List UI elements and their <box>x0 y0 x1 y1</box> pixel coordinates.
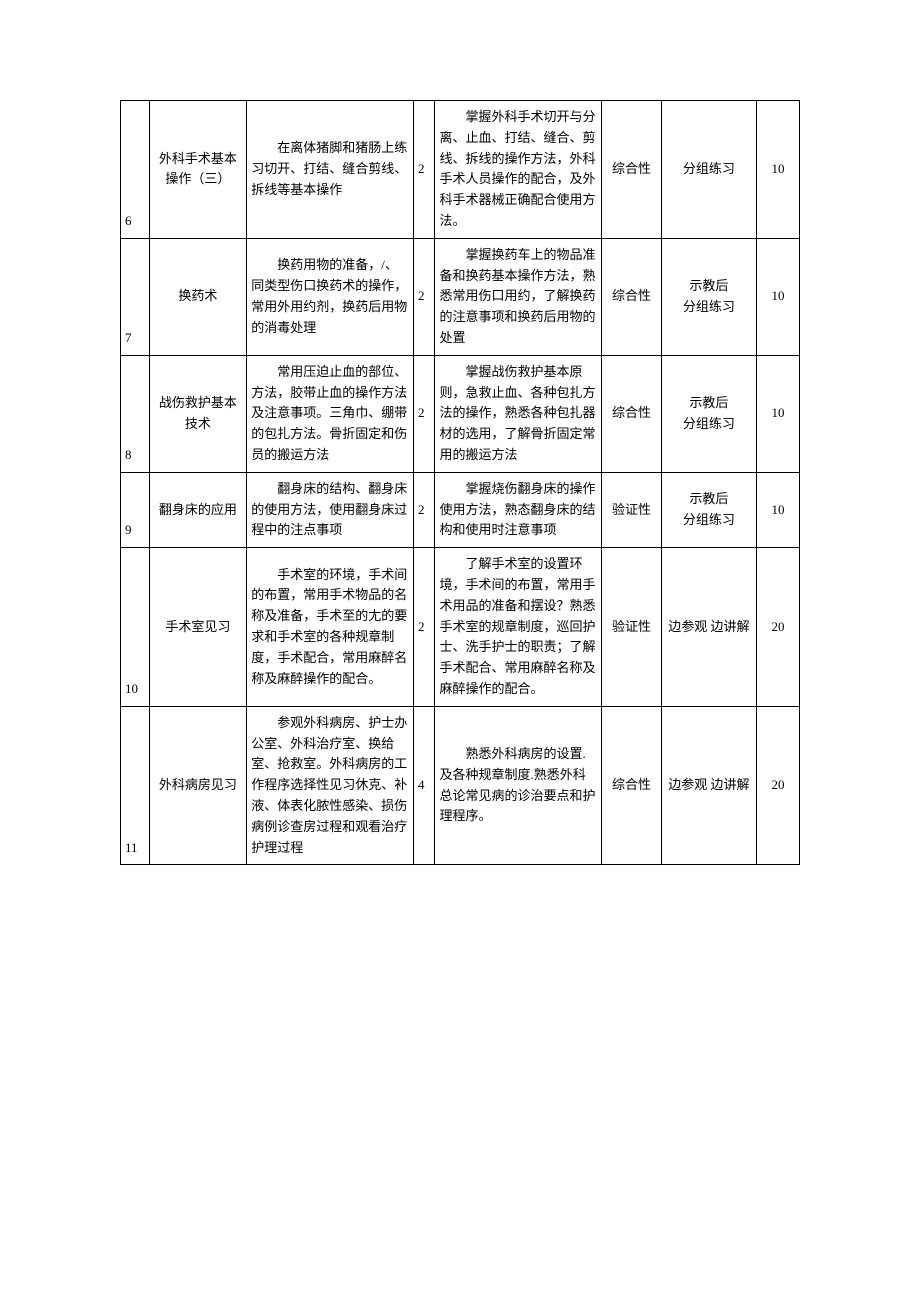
row-hours: 2 <box>414 355 435 472</box>
row-goal: 掌握战伤救护基本原则，急救止血、各种包扎方法的操作，熟悉各种包扎器材的选用，了解… <box>435 355 602 472</box>
row-score: 20 <box>757 706 800 865</box>
row-type: 综合性 <box>602 238 662 355</box>
table-row: 6外科手术基本操作（三） 在离体猪脚和猪肠上练习切开、打结、缝合剪线、拆线等基本… <box>121 101 800 239</box>
row-content: 常用压迫止血的部位、方法，胶带止血的操作方法及注意事项。三角巾、绷带的包扎方法。… <box>247 355 414 472</box>
row-goal: 掌握外科手术切开与分离、止血、打结、缝合、剪线、拆线的操作方法，外科手术人员操作… <box>435 101 602 239</box>
row-hours: 2 <box>414 548 435 707</box>
row-content: 翻身床的结构、翻身床的使用方法，使用翻身床过程中的注点事项 <box>247 472 414 547</box>
row-type: 综合性 <box>602 101 662 239</box>
row-score: 10 <box>757 355 800 472</box>
row-index: 6 <box>121 101 150 239</box>
row-content: 在离体猪脚和猪肠上练习切开、打结、缝合剪线、拆线等基本操作 <box>247 101 414 239</box>
row-type: 验证性 <box>602 472 662 547</box>
row-type: 综合性 <box>602 706 662 865</box>
row-type: 验证性 <box>602 548 662 707</box>
row-name: 手术室见习 <box>149 548 247 707</box>
row-method: 示教后分组练习 <box>661 355 756 472</box>
row-method: 示教后分组练习 <box>661 238 756 355</box>
table-row: 11外科病房见习 参观外科病房、护士办公室、外科治疗室、换给室、抢救室。外科病房… <box>121 706 800 865</box>
row-score: 10 <box>757 238 800 355</box>
row-goal: 了解手术室的设置环境，手术间的布置，常用手术用品的准备和摆设？熟悉手术室的规章制… <box>435 548 602 707</box>
row-type: 综合性 <box>602 355 662 472</box>
row-content: 换药用物的准备，/、同类型伤口换药术的操作，常用外用约剂，换药后用物的消毒处理 <box>247 238 414 355</box>
row-goal: 熟悉外科病房的设置.及各种规章制度.熟悉外科总论常见病的诊治要点和护理程序。 <box>435 706 602 865</box>
row-name: 换药术 <box>149 238 247 355</box>
table-row: 7换药术 换药用物的准备，/、同类型伤口换药术的操作，常用外用约剂，换药后用物的… <box>121 238 800 355</box>
training-table: 6外科手术基本操作（三） 在离体猪脚和猪肠上练习切开、打结、缝合剪线、拆线等基本… <box>120 100 800 865</box>
row-name: 翻身床的应用 <box>149 472 247 547</box>
row-hours: 2 <box>414 472 435 547</box>
row-index: 10 <box>121 548 150 707</box>
row-goal: 掌握换药车上的物品准备和换药基本操作方法，熟悉常用伤口用约，了解换药的注意事项和… <box>435 238 602 355</box>
row-content: 手术室的环境，手术间的布置，常用手术物品的名称及准备，手术至的尢的要求和手术室的… <box>247 548 414 707</box>
row-name: 战伤救护基本技术 <box>149 355 247 472</box>
row-hours: 2 <box>414 238 435 355</box>
row-index: 11 <box>121 706 150 865</box>
row-method: 边参观 边讲解 <box>661 706 756 865</box>
row-name: 外科病房见习 <box>149 706 247 865</box>
row-index: 9 <box>121 472 150 547</box>
table-row: 8战伤救护基本技术 常用压迫止血的部位、方法，胶带止血的操作方法及注意事项。三角… <box>121 355 800 472</box>
row-score: 10 <box>757 101 800 239</box>
row-index: 7 <box>121 238 150 355</box>
table-row: 10手术室见习 手术室的环境，手术间的布置，常用手术物品的名称及准备，手术至的尢… <box>121 548 800 707</box>
row-name: 外科手术基本操作（三） <box>149 101 247 239</box>
row-score: 20 <box>757 548 800 707</box>
row-index: 8 <box>121 355 150 472</box>
table-row: 9翻身床的应用 翻身床的结构、翻身床的使用方法，使用翻身床过程中的注点事项2 掌… <box>121 472 800 547</box>
row-goal: 掌握烧伤翻身床的操作使用方法，熟态翻身床的结构和使用时注意事项 <box>435 472 602 547</box>
row-content: 参观外科病房、护士办公室、外科治疗室、换给室、抢救室。外科病房的工作程序选择性见… <box>247 706 414 865</box>
row-score: 10 <box>757 472 800 547</box>
row-hours: 4 <box>414 706 435 865</box>
row-hours: 2 <box>414 101 435 239</box>
row-method: 示教后分组练习 <box>661 472 756 547</box>
row-method: 分组练习 <box>661 101 756 239</box>
row-method: 边参观 边讲解 <box>661 548 756 707</box>
